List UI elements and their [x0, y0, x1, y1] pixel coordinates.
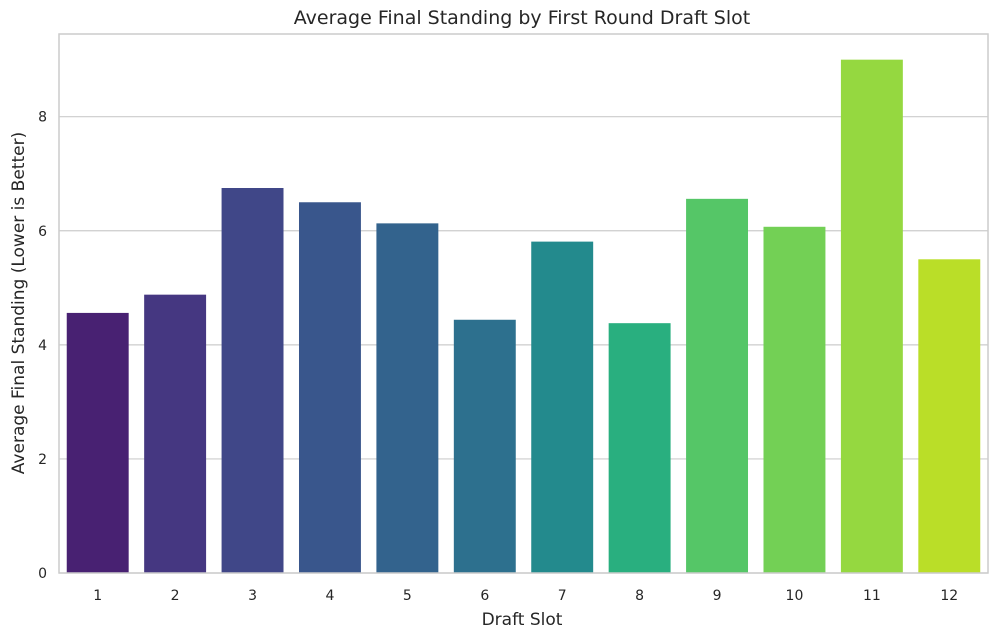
bar-slot-11 — [841, 60, 903, 573]
x-tick-label: 7 — [558, 588, 567, 604]
y-tick-label: 2 — [38, 452, 47, 468]
x-tick-label: 4 — [325, 588, 334, 604]
y-tick-label: 8 — [38, 110, 47, 126]
x-tick-label: 1 — [93, 588, 102, 604]
x-axis-label: Draft Slot — [482, 610, 563, 630]
bar-slot-8 — [609, 323, 671, 573]
bar-slot-10 — [763, 227, 825, 573]
x-tick-label: 3 — [248, 588, 257, 604]
bar-slot-5 — [376, 223, 438, 573]
x-tick-label: 6 — [480, 588, 489, 604]
y-tick-label: 6 — [38, 224, 47, 240]
y-tick-label: 4 — [38, 338, 47, 354]
x-tick-label: 8 — [635, 588, 644, 604]
bar-slot-3 — [222, 188, 284, 573]
y-tick-label: 0 — [38, 566, 47, 582]
bars — [67, 60, 981, 573]
bar-slot-7 — [531, 242, 593, 573]
chart-title: Average Final Standing by First Round Dr… — [294, 7, 750, 29]
x-tick-label: 10 — [786, 588, 804, 604]
y-axis-label: Average Final Standing (Lower is Better) — [9, 132, 29, 474]
bar-slot-1 — [67, 313, 129, 573]
bar-slot-6 — [454, 320, 516, 573]
x-tick-label: 11 — [863, 588, 881, 604]
y-tick-labels: 0 2 4 6 8 — [38, 110, 47, 582]
x-tick-label: 2 — [171, 588, 180, 604]
bar-slot-2 — [144, 295, 206, 573]
x-tick-label: 5 — [403, 588, 412, 604]
bar-slot-4 — [299, 202, 361, 573]
bar-slot-9 — [686, 199, 748, 573]
x-tick-label: 12 — [940, 588, 958, 604]
x-tick-labels: 1 2 3 4 5 6 7 8 9 10 11 12 — [93, 588, 958, 604]
bar-slot-12 — [918, 259, 980, 573]
x-tick-label: 9 — [713, 588, 722, 604]
